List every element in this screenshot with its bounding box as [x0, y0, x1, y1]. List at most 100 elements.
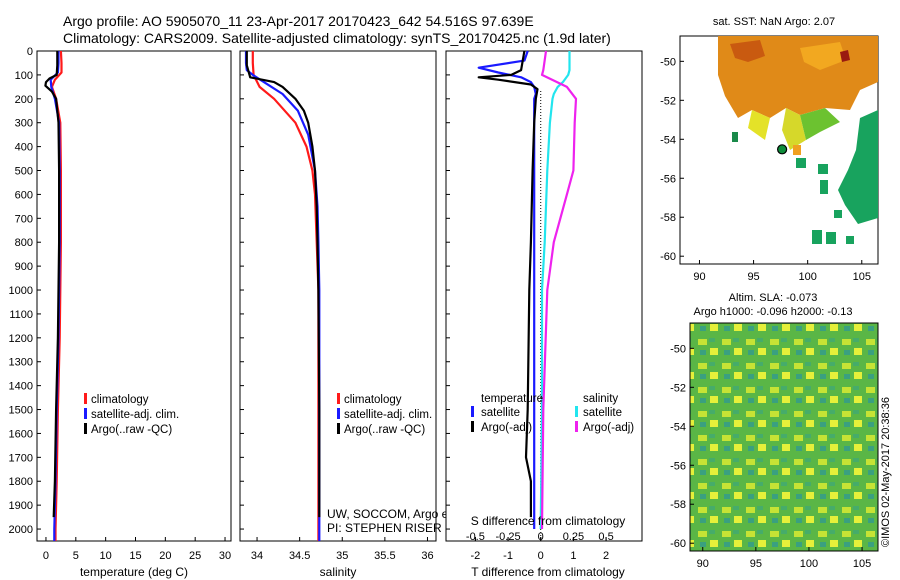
- salinity-lines: [244, 51, 321, 541]
- x-tick-label: 0.25: [563, 531, 584, 543]
- temperature-argo-difference-line: [477, 50, 539, 518]
- legend-label-argo: Argo(..raw -QC): [91, 424, 172, 436]
- salinity-x-ticks: 34 34.5 35 35.5 36: [251, 537, 434, 562]
- lat-tick-label: -58: [660, 212, 676, 224]
- legend-label-climatology: climatology: [91, 394, 149, 406]
- salinity-axes-frame: [239, 50, 437, 542]
- legend-label-temp-satellite: satellite: [481, 407, 520, 419]
- difference-x-label: T difference from climatology: [471, 565, 625, 579]
- temperature-climatology-line: [50, 50, 63, 541]
- salinity-argo-difference-line: [540, 50, 578, 530]
- legend-swatch-temp-argo: [471, 421, 474, 432]
- sst-lon-ticks: 90 95 100 105: [693, 260, 871, 283]
- title-line-2: Climatology: CARS2009. Satellite-adjuste…: [63, 30, 611, 46]
- legend-swatch-satellite: [337, 408, 340, 419]
- difference-y-ticks: [446, 50, 450, 530]
- legend-swatch-satellite: [84, 408, 87, 419]
- sla-map: Altim. SLA: -0.073 Argo h1000: -0.096 h2…: [670, 292, 892, 570]
- lat-tick-label: -52: [670, 382, 686, 394]
- x-tick-label: -2: [471, 550, 481, 562]
- sst-warm-patch: [730, 40, 765, 62]
- salinity-panel: 34 34.5 35 35.5 36 salinity climatology sate…: [239, 50, 497, 579]
- salinity-argo-line: [245, 51, 321, 518]
- lon-tick-label: 105: [853, 558, 871, 570]
- legend-swatch-sal-argo: [575, 421, 578, 432]
- x-tick-label: 0: [538, 531, 544, 543]
- legend-title-temperature: temperature: [481, 393, 543, 405]
- depth-tick-label: 700: [15, 213, 33, 225]
- salinity-satellite-difference-line: [539, 51, 571, 530]
- x-tick-label: 2: [603, 550, 609, 562]
- x-tick-label: 36: [421, 550, 433, 562]
- difference-legend: temperature salinity satellite Argo(-adj…: [471, 393, 634, 434]
- sst-cool-region: [800, 108, 840, 140]
- sst-mid-region: [748, 110, 770, 140]
- sst-cell: [846, 236, 854, 244]
- x-tick-label: -0.5: [466, 531, 485, 543]
- salinity-x-label: salinity: [320, 565, 357, 579]
- depth-tick-label: 1900: [9, 500, 33, 512]
- difference-top-label: S difference from climatology: [471, 514, 626, 528]
- depth-tick-label: 0: [27, 46, 33, 58]
- lat-tick-label: -50: [670, 343, 686, 355]
- x-tick-label: 15: [129, 550, 141, 562]
- difference-s-ticks: -0.5 -0.25 0 0.25 0.5: [466, 531, 614, 543]
- depth-tick-label: 1300: [9, 357, 33, 369]
- imos-credit: ©IMOS 02-May-2017 20:38:36: [880, 397, 892, 547]
- sst-cell: [834, 210, 842, 218]
- depth-tick-label: 1000: [9, 285, 33, 297]
- depth-tick-label: 1600: [9, 428, 33, 440]
- sla-map-frame: [689, 322, 879, 552]
- x-tick-label: 5: [73, 550, 79, 562]
- sla-map-field: [689, 322, 879, 552]
- lon-tick-label: 105: [853, 271, 871, 283]
- depth-tick-label: 500: [15, 166, 33, 178]
- x-tick-label: 34.5: [289, 550, 310, 562]
- lon-tick-label: 95: [750, 558, 762, 570]
- x-tick-label: 10: [100, 550, 112, 562]
- temperature-argo-line: [44, 51, 61, 518]
- sst-cell: [820, 180, 828, 194]
- legend-swatch-argo: [84, 423, 87, 434]
- x-tick-label: -1: [503, 550, 513, 562]
- lat-tick-label: -60: [660, 251, 676, 263]
- legend-swatch-climatology: [84, 393, 87, 404]
- sst-cold-region: [838, 110, 878, 224]
- sst-cell: [826, 232, 836, 244]
- lon-tick-label: 95: [747, 271, 759, 283]
- legend-label-argo: Argo(..raw -QC): [344, 424, 425, 436]
- legend-title-salinity: salinity: [583, 393, 618, 405]
- sst-hot-spot: [840, 50, 850, 62]
- x-tick-label: 35.5: [374, 550, 395, 562]
- x-tick-label: 0: [538, 550, 544, 562]
- lat-tick-label: -56: [660, 173, 676, 185]
- depth-tick-label: 900: [15, 261, 33, 273]
- sst-map-title: sat. SST: NaN Argo: 2.07: [713, 16, 835, 28]
- difference-panel: -2 -1 0 1 2 -0.5 -0.25 0 0.25 0.5 T difference f…: [445, 50, 643, 579]
- temperature-legend: climatology satellite-adj. clim. Argo(..…: [84, 393, 179, 436]
- lon-tick-label: 100: [798, 271, 816, 283]
- depth-tick-label: 1800: [9, 476, 33, 488]
- depth-tick-label: 1700: [9, 452, 33, 464]
- lat-tick-label: -58: [670, 499, 686, 511]
- argo-location-marker: [777, 144, 788, 155]
- x-tick-label: 0.5: [598, 531, 613, 543]
- sst-lat-ticks: -50 -52 -54 -56 -58 -60: [660, 56, 684, 263]
- sst-cell: [796, 158, 806, 168]
- sla-lon-ticks: 90 95 100 105: [697, 547, 871, 570]
- legend-label-satellite: satellite-adj. clim.: [91, 409, 179, 421]
- sst-mid-region: [782, 108, 806, 150]
- sst-cell: [732, 132, 738, 142]
- depth-tick-label: 100: [15, 70, 33, 82]
- title-line-1: Argo profile: AO 5905070_11 23-Apr-2017 …: [63, 13, 534, 29]
- temperature-satellite-difference-line: [477, 50, 537, 529]
- temperature-depth-ticks: 0 100 200 300 400 500 600 700 800 900 1000 1100 1200…: [9, 46, 41, 536]
- legend-label-satellite: satellite-adj. clim.: [344, 409, 432, 421]
- pi-note: PI: STEPHEN RISER: [327, 521, 442, 535]
- temperature-axes-frame: [36, 50, 232, 542]
- x-tick-label: 34: [251, 550, 263, 562]
- sla-map-title: Altim. SLA: -0.073: [729, 292, 818, 304]
- sst-cell: [812, 230, 822, 244]
- x-tick-label: 35: [336, 550, 348, 562]
